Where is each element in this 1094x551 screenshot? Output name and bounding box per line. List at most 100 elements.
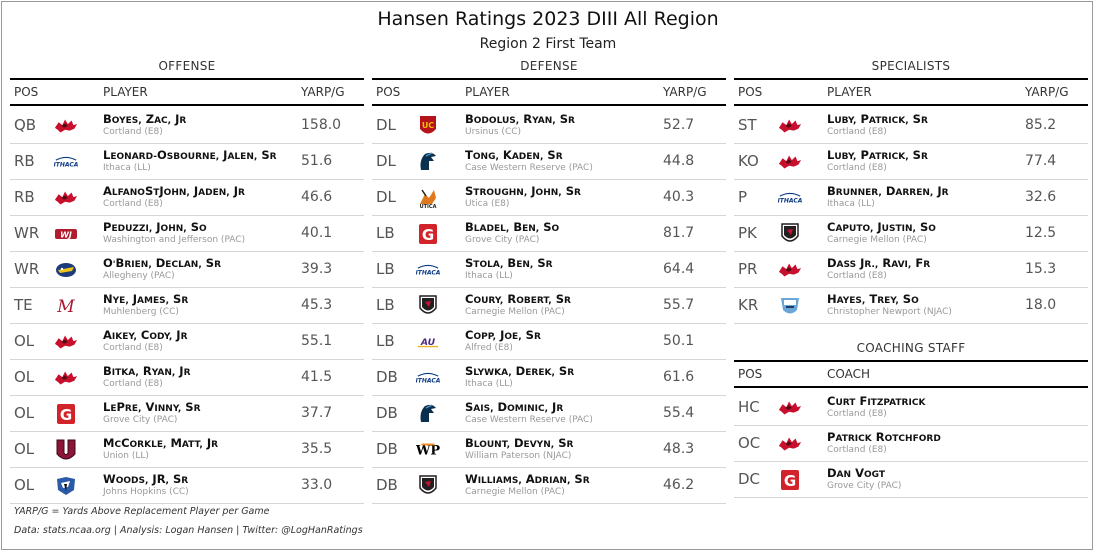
yarp-value: 77.4 [1025, 153, 1057, 169]
school-name: Ithaca (LL) [827, 199, 875, 209]
table-row: LB ITHACA STOLA, BEN, SR Ithaca (LL) 64.4 [372, 252, 726, 288]
table-row: PK CAPUTO, JUSTIN, SO Carnegie Mellon (PAC… [734, 216, 1088, 252]
position-cell: QB [14, 116, 37, 134]
utica-pioneer-icon: UTICA [416, 186, 440, 210]
player-name: COPP, JOE, SR [465, 328, 541, 342]
svg-text:G: G [784, 472, 796, 490]
player-name: AIKEY, CODY, JR [103, 328, 188, 342]
position-cell: LB [376, 260, 395, 278]
position-cell: RB [14, 152, 35, 170]
svg-text:G: G [60, 406, 72, 424]
defense-table: DEFENSE POS PLAYER YARP/G DL UC BODOLUS, R… [372, 58, 726, 504]
player-name: NYE, JAMES, SR [103, 292, 189, 306]
yarp-value: 52.7 [663, 117, 695, 133]
school-name: Cortland (E8) [827, 409, 887, 419]
table-row: OL BITKA, RYAN, JR Cortland (E8) 41.5 [10, 360, 364, 396]
player-name: TONG, KADEN, SR [465, 148, 563, 162]
school-name: Carnegie Mellon (PAC) [465, 307, 565, 317]
yarp-value: 37.7 [301, 405, 333, 421]
school-name: Grove City (PAC) [827, 481, 902, 491]
yarp-value: 85.2 [1025, 117, 1057, 133]
table-row: DL UC BODOLUS, RYAN, SR Ursinus (CC) 52.7 [372, 108, 726, 144]
player-name: BOYES, ZAC, JR [103, 112, 187, 126]
cortland-red-dragon-icon [778, 150, 802, 174]
school-name: Cortland (E8) [827, 163, 887, 173]
table-row: ST LUBY, PATRICK, SR Cortland (E8) 85.2 [734, 108, 1088, 144]
svg-text:ITHACA: ITHACA [778, 198, 802, 205]
table-row: KO LUBY, PATRICK, SR Cortland (E8) 77.4 [734, 144, 1088, 180]
table-row: RB ALFANOSTJOHN, JADEN, JR Cortland (E8) 46… [10, 180, 364, 216]
pos-column-header: POS [738, 367, 763, 381]
player-column-header: PLAYER [827, 85, 872, 99]
page-title: Hansen Ratings 2023 DIII All Region [377, 8, 719, 30]
position-cell: DB [376, 476, 398, 494]
svg-text:UTICA: UTICA [420, 204, 437, 210]
player-name: WILLIAMS, ADRIAN, SR [465, 472, 590, 486]
player-name: BODOLUS, RYAN, SR [465, 112, 575, 126]
yarp-value: 45.3 [301, 297, 333, 313]
position-cell: ST [738, 116, 757, 134]
coaching-label: COACHING STAFF [856, 341, 966, 355]
coach-name: PATRICK ROTCHFORD [827, 430, 941, 444]
yarp-value: 40.1 [301, 225, 333, 241]
position-cell: OL [14, 332, 35, 350]
pos-column-header: POS [738, 85, 763, 99]
grove-city-g-icon: G [54, 402, 78, 426]
school-name: Cortland (E8) [103, 127, 163, 137]
school-name: Cortland (E8) [103, 379, 163, 389]
yarp-value: 51.6 [301, 153, 333, 169]
school-name: Carnegie Mellon (PAC) [465, 487, 565, 497]
table-row: DB WILLIAMS, ADRIAN, SR Carnegie Mellon (P… [372, 468, 726, 504]
case-spartan-icon [416, 150, 440, 174]
player-name: SLYWKA, DEREK, SR [465, 364, 575, 378]
player-name: BLADEL, BEN, SO [465, 220, 560, 234]
ithaca-wordmark-icon: ITHACA [416, 366, 440, 390]
table-row: OL G LEPRE, VINNY, SR Grove City (PAC) 37.7 [10, 396, 364, 432]
player-name: STOLA, BEN, SR [465, 256, 553, 270]
svg-text:WJ: WJ [60, 231, 72, 240]
coaching-header: POS COACH [734, 360, 1088, 388]
school-name: Christopher Newport (NJAC) [827, 307, 952, 317]
yarp-value: 33.0 [301, 477, 333, 493]
player-name: HAYES, TREY, SO [827, 292, 919, 306]
svg-text:G: G [422, 226, 434, 244]
svg-text:M: M [56, 297, 75, 316]
carnegie-tartan-shield-icon [778, 222, 802, 246]
position-cell: LB [376, 332, 395, 350]
cortland-red-dragon-icon [778, 396, 802, 420]
specialists-label: SPECIALISTS [871, 59, 951, 73]
william-paterson-wp-icon: WP [416, 438, 440, 462]
yarp-definition: YARP/G = Yards Above Replacement Player … [14, 506, 270, 517]
yarp-column-header: YARP/G [1025, 85, 1069, 99]
yarp-value: 39.3 [301, 261, 333, 277]
svg-text:AU: AU [420, 337, 436, 348]
ithaca-wordmark-icon: ITHACA [54, 150, 78, 174]
school-name: Ithaca (LL) [103, 163, 151, 173]
player-name: ALFANOSTJOHN, JADEN, JR [103, 184, 245, 198]
player-name: BLOUNT, DEVYN, SR [465, 436, 574, 450]
school-name: Case Western Reserve (PAC) [465, 415, 593, 425]
yarp-value: 61.6 [663, 369, 695, 385]
pos-column-header: POS [14, 85, 39, 99]
position-cell: OL [14, 476, 35, 494]
yarp-column-header: YARP/G [663, 85, 707, 99]
position-cell: LB [376, 296, 395, 314]
table-row: OL MCCORKLE, MATT, JR Union (LL) 35.5 [10, 432, 364, 468]
position-cell: OL [14, 440, 35, 458]
player-name: LEPRE, VINNY, SR [103, 400, 201, 414]
player-name: LUBY, PATRICK, SR [827, 112, 928, 126]
position-cell: DC [738, 470, 761, 488]
cortland-red-dragon-icon [778, 432, 802, 456]
union-u-icon [54, 438, 78, 462]
position-cell: WR [14, 260, 40, 278]
johns-hopkins-jay-icon [54, 474, 78, 498]
player-name: MCCORKLE, MATT, JR [103, 436, 219, 450]
school-name: Grove City (PAC) [465, 235, 540, 245]
position-cell: DB [376, 404, 398, 422]
table-row: DL UTICA STROUGHN, JOHN, SR Utica (E8) 40.3 [372, 180, 726, 216]
player-name: COURY, ROBERT, SR [465, 292, 571, 306]
ursinus-uc-icon: UC [416, 114, 440, 138]
coach-name: DAN VOGT [827, 466, 886, 480]
position-cell: KR [738, 296, 759, 314]
